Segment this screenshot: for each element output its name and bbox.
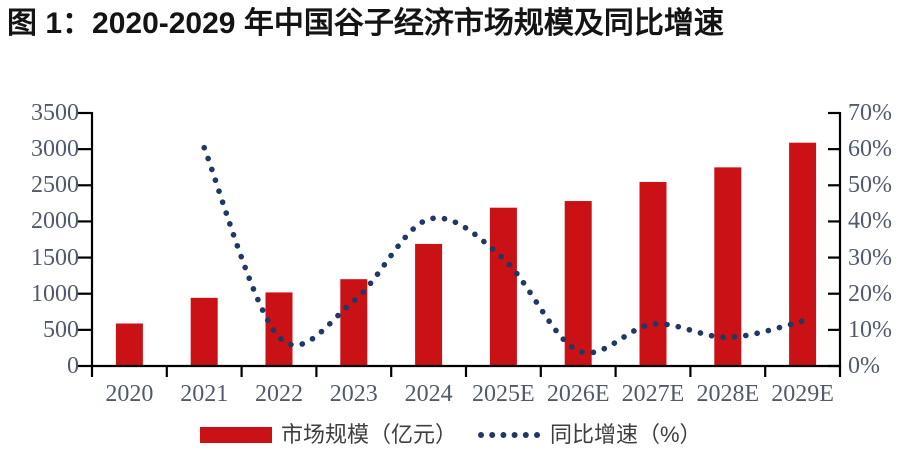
legend-dot <box>489 432 496 438</box>
legend-dot <box>522 432 529 438</box>
bar-2025E <box>489 207 517 366</box>
legend-item-market-size: 市场规模（亿元） <box>200 420 457 450</box>
legend-dot <box>500 432 507 438</box>
legend-item-growth: 同比增速（%） <box>477 420 702 450</box>
line-series-label: 同比增速（%） <box>550 422 702 447</box>
bar-2026E <box>564 201 592 366</box>
bar-2020 <box>115 323 143 366</box>
figure-title: 图 1：2020-2029 年中国谷子经济市场规模及同比增速 <box>7 7 724 40</box>
bar-2029E <box>789 142 817 366</box>
bar-2028E <box>714 167 742 366</box>
growth-dotted-line <box>201 144 806 356</box>
bar-series-swatch <box>200 427 272 443</box>
bar-2022 <box>265 292 293 366</box>
bar-series-label: 市场规模（亿元） <box>281 422 458 447</box>
legend-dot <box>534 432 540 438</box>
legend-dot <box>478 432 484 438</box>
dotted-line-swatch <box>478 432 540 438</box>
bar-2021 <box>190 297 218 366</box>
bar-2024 <box>415 243 443 366</box>
legend-dot <box>511 432 518 438</box>
bar-2027E <box>639 181 667 366</box>
